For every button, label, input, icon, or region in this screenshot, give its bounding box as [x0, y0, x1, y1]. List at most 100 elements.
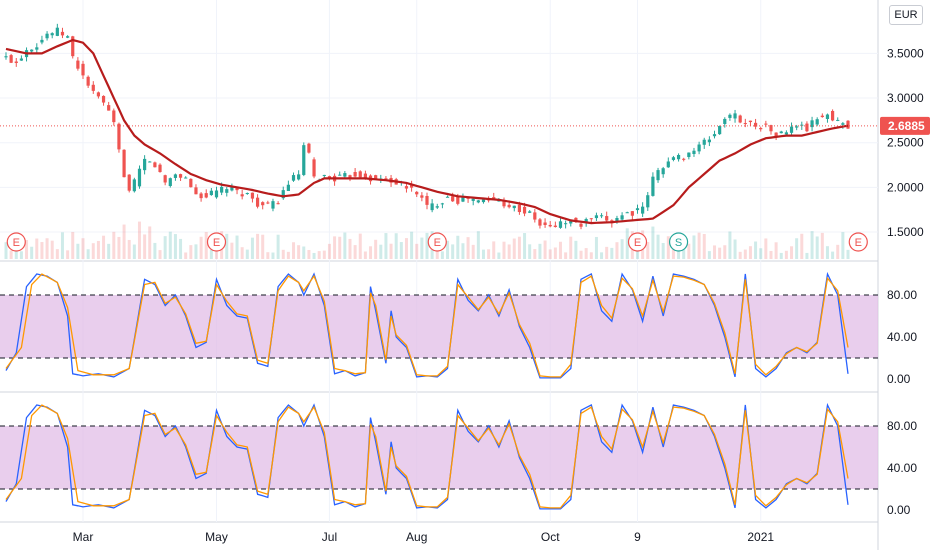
split-event-marker[interactable] [668, 232, 689, 252]
earnings-event-marker[interactable] [848, 232, 868, 252]
indicator-axis-label: 40.00 [887, 461, 917, 475]
candle-body [533, 212, 537, 220]
candle-body [769, 125, 773, 132]
candle-body [101, 95, 106, 103]
candle-body [635, 208, 640, 211]
volume-bar [235, 235, 239, 259]
volume-bar [153, 242, 157, 259]
last-price-tag [880, 116, 930, 135]
candle-body [261, 202, 265, 206]
volume-bar [656, 234, 660, 259]
candle-body [4, 56, 8, 58]
candle-body [445, 196, 450, 198]
volume-bar [225, 233, 229, 259]
candle-body [281, 190, 285, 199]
candle-body [846, 120, 850, 129]
earnings-event-marker[interactable] [6, 232, 26, 252]
indicator-axis-label: 80.00 [887, 419, 917, 433]
candle-body [594, 215, 599, 219]
candle-body [66, 36, 70, 38]
volume-bar [451, 244, 455, 259]
volume-bar [492, 241, 496, 259]
candle-body [558, 221, 563, 228]
volume-bar [440, 251, 444, 259]
volume-bar [589, 252, 593, 259]
candle-body [784, 132, 788, 135]
volume-bar [548, 249, 552, 259]
volume-bar [322, 250, 326, 259]
earnings-event-marker[interactable] [206, 232, 227, 252]
candle-body [456, 195, 460, 204]
volume-bar [769, 250, 773, 259]
candle-body [630, 211, 634, 216]
candle-body [687, 152, 691, 158]
volume-bar [471, 244, 475, 259]
volume-bar [30, 246, 34, 259]
volume-bar [702, 233, 706, 259]
volume-bar [564, 252, 568, 259]
volume-bar [476, 231, 480, 259]
stoch-d-line [5, 404, 849, 509]
volume-bar [507, 244, 511, 259]
candle-body [137, 168, 142, 187]
candle-body [430, 203, 434, 211]
volume-bar [343, 232, 347, 259]
earnings-event-marker[interactable] [627, 232, 648, 252]
last-price-value: 2.6885 [888, 119, 925, 133]
event-marker-label: E [434, 237, 441, 249]
overbought-oversold-band [0, 295, 878, 358]
candle-body [810, 120, 814, 128]
candle-body [384, 178, 388, 180]
candle-body [158, 164, 162, 173]
candle-body [646, 195, 650, 208]
volume-bar [723, 245, 727, 259]
candle-body [528, 211, 532, 213]
candle-body [692, 150, 696, 155]
volume-bar [148, 226, 152, 259]
candle-body [343, 173, 347, 177]
currency-selector[interactable]: EUR [889, 5, 923, 25]
volume-bar [55, 249, 59, 259]
volume-bar [692, 235, 696, 259]
volume-bar [338, 236, 342, 259]
volume-bar [333, 236, 337, 259]
volume-bar [358, 233, 362, 259]
volume-bar [168, 231, 172, 259]
candle-body [774, 132, 778, 138]
volume-bar [271, 252, 275, 259]
volume-bar [266, 252, 270, 259]
volume-bar [790, 246, 794, 259]
candle-body [481, 199, 486, 203]
candle-body [153, 162, 157, 168]
volume-bar [759, 248, 763, 259]
volume-bar [250, 237, 254, 259]
candle-body [338, 174, 342, 176]
volume-bar [584, 248, 588, 259]
candle-body [374, 175, 378, 179]
volume-bar [523, 233, 527, 259]
volume-bar [348, 238, 352, 259]
volume-bar [179, 238, 183, 259]
candle-body [451, 196, 455, 202]
volume-bar [389, 243, 393, 259]
earnings-event-marker[interactable] [427, 232, 447, 252]
volume-bar [600, 252, 604, 259]
candle-body [225, 189, 229, 193]
candle-body [738, 115, 742, 123]
candle-body [9, 55, 13, 63]
candle-body [466, 197, 470, 199]
volume-bar [415, 243, 419, 259]
indicator-bands [0, 294, 878, 490]
volume-bar [281, 249, 285, 259]
volume-bar [317, 251, 321, 259]
candle-body [143, 158, 147, 171]
volume-bar [446, 240, 450, 259]
volume-bar [497, 252, 501, 259]
volume-bar [286, 251, 290, 259]
volume-bar [487, 249, 491, 259]
candle-body [122, 149, 126, 178]
candle-body [45, 33, 49, 39]
volume-bar [96, 240, 100, 259]
